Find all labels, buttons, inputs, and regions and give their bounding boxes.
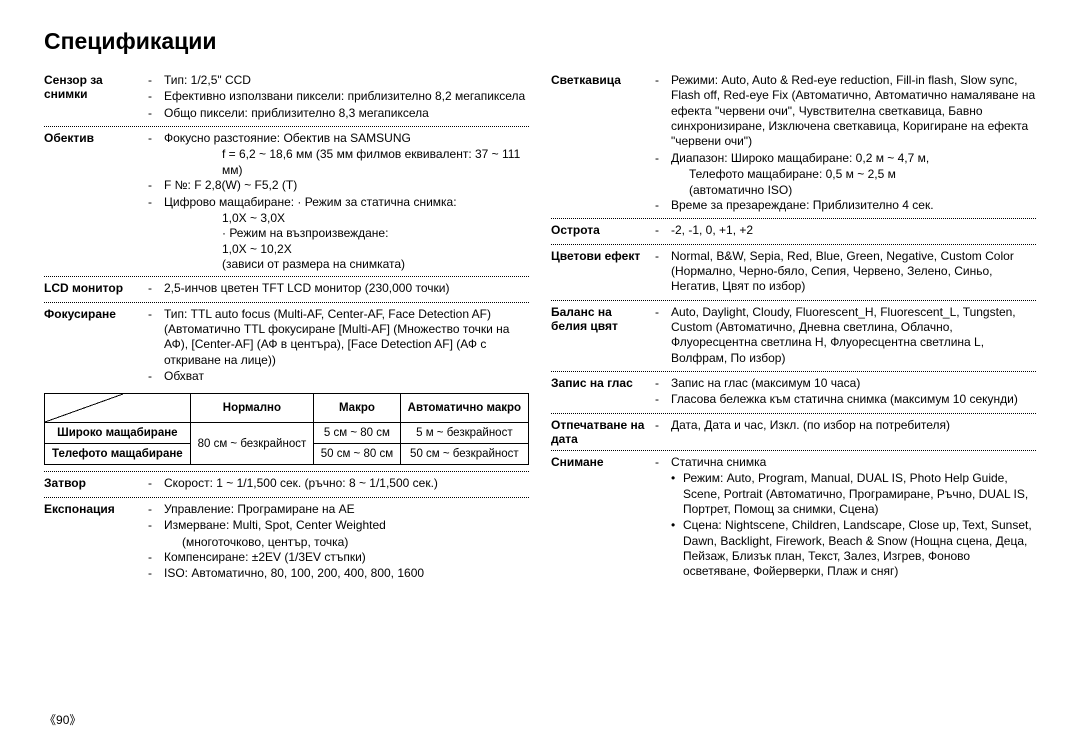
spec-wb: Баланс на белия цвят -Auto, Daylight, Cl…: [551, 300, 1036, 371]
spec-shooting: Снимане -Статична снимка •Режим: Auto, P…: [551, 450, 1036, 585]
cell-macro-tele: 50 см ~ 80 см: [314, 444, 401, 465]
wb-item: Auto, Daylight, Cloudy, Fluorescent_H, F…: [671, 305, 1036, 366]
label-shutter: Затвор: [44, 476, 148, 492]
spec-voice: Запис на глас -Запис на глас (максимум 1…: [551, 371, 1036, 413]
page-title: Спецификации: [44, 28, 1036, 55]
sensor-eff: Ефективно използвани пиксели: приблизите…: [164, 89, 529, 104]
lens-zoom-still: 1,0X ~ 3,0X: [148, 211, 529, 226]
flash-range2: Телефото мащабиране: 0,5 м ~ 2,5 м: [655, 167, 1036, 182]
spec-color: Цветови ефект -Normal, B&W, Sepia, Red, …: [551, 244, 1036, 300]
col-left: Сензор за снимки -Тип: 1/2,5" CCD -Ефект…: [44, 69, 529, 587]
sensor-type: Тип: 1/2,5" CCD: [164, 73, 529, 88]
spec-exposure: Експонация -Управление: Програмиране на …: [44, 497, 529, 587]
label-lcd: LCD монитор: [44, 281, 148, 297]
spec-columns: Сензор за снимки -Тип: 1/2,5" CCD -Ефект…: [44, 69, 1036, 587]
sharpness-item: -2, -1, 0, +1, +2: [671, 223, 1036, 238]
diag-cell: [45, 394, 123, 422]
lens-zoom-note: (зависи от размера на снимката): [148, 257, 529, 272]
col-right: Светкавица -Режими: Auto, Auto & Red-eye…: [551, 69, 1036, 587]
spec-flash: Светкавица -Режими: Auto, Auto & Red-eye…: [551, 69, 1036, 218]
exp-comp: Компенсиране: ±2EV (1/3EV стъпки): [164, 550, 529, 565]
label-color: Цветови ефект: [551, 249, 655, 296]
focus-table: Нормално Макро Автоматично макро Широко …: [44, 393, 529, 465]
label-sensor: Сензор за снимки: [44, 73, 148, 122]
row-tele: Телефото мащабиране: [45, 444, 191, 465]
voice-memo: Гласова бележка към статична снимка (мак…: [671, 392, 1036, 407]
label-date: Отпечатване на дата: [551, 418, 655, 446]
flash-modes: Режими: Auto, Auto & Red-eye reduction, …: [671, 73, 1036, 150]
label-voice: Запис на глас: [551, 376, 655, 409]
lens-zoom-play: 1,0X ~ 10,2X: [148, 242, 529, 257]
shoot-mode: Режим: Auto, Program, Manual, DUAL IS, P…: [683, 471, 1036, 517]
col-auto: Автоматично макро: [400, 394, 528, 423]
col-normal: Нормално: [190, 394, 313, 423]
flash-recharge: Време за презареждане: Приблизително 4 с…: [671, 198, 1036, 213]
flash-range3: (автоматично ISO): [655, 183, 1036, 198]
label-focus: Фокусиране: [44, 307, 148, 386]
label-lens: Обектив: [44, 131, 148, 272]
label-sharpness: Острота: [551, 223, 655, 239]
shutter-item: Скорост: 1 ~ 1/1,500 сек. (ръчно: 8 ~ 1/…: [164, 476, 529, 491]
lens-zoom-play-lbl: · Режим на възпроизвеждане:: [148, 226, 529, 241]
spec-lens: Обектив -Фокусно разстояние: Обектив на …: [44, 126, 529, 276]
color-item: Normal, B&W, Sepia, Red, Blue, Green, Ne…: [671, 249, 1036, 295]
label-flash: Светкавица: [551, 73, 655, 214]
spec-lcd: LCD монитор -2,5-инчов цветен TFT LCD мо…: [44, 276, 529, 301]
row-wide: Широко мащабиране: [45, 423, 191, 444]
lens-focal-sub: f = 6,2 ~ 18,6 мм (35 мм филмов еквивале…: [148, 147, 529, 178]
voice-rec: Запис на глас (максимум 10 часа): [671, 376, 1036, 391]
page-number: 《90》: [44, 711, 81, 728]
shoot-still: Статична снимка: [671, 455, 1036, 470]
sensor-total: Общо пиксели: приблизително 8,3 мегапикс…: [164, 106, 529, 121]
date-item: Дата, Дата и час, Изкл. (по избор на пот…: [671, 418, 1036, 433]
flash-range: Диапазон: Широко мащабиране: 0,2 м ~ 4,7…: [671, 151, 1036, 166]
shoot-scene: Сцена: Nightscene, Children, Landscape, …: [683, 518, 1036, 579]
label-exposure: Експонация: [44, 502, 148, 583]
focus-range-lbl: Обхват: [164, 369, 529, 384]
label-shooting: Снимане: [551, 455, 655, 581]
cell-auto-tele: 50 см ~ безкрайност: [400, 444, 528, 465]
lens-focal: Фокусно разстояние: Обектив на SAMSUNG: [164, 131, 529, 146]
lens-zoom: Цифрово мащабиране: · Режим за статична …: [164, 195, 529, 210]
focus-type: Тип: TTL auto focus (Multi-AF, Center-AF…: [164, 307, 529, 368]
spec-date: Отпечатване на дата -Дата, Дата и час, И…: [551, 413, 1036, 450]
lens-fnum: F №: F 2,8(W) ~ F5,2 (T): [164, 178, 529, 193]
exp-iso: ISO: Автоматично, 80, 100, 200, 400, 800…: [164, 566, 529, 581]
exp-meter-sub: (многоточково, център, точка): [148, 535, 529, 550]
cell-auto-wide: 5 м ~ безкрайност: [400, 423, 528, 444]
cell-macro-wide: 5 см ~ 80 см: [314, 423, 401, 444]
label-wb: Баланс на белия цвят: [551, 305, 655, 367]
lcd-item: 2,5-инчов цветен TFT LCD монитор (230,00…: [164, 281, 529, 296]
spec-sharpness: Острота --2, -1, 0, +1, +2: [551, 218, 1036, 243]
col-macro: Макро: [314, 394, 401, 423]
spec-sensor: Сензор за снимки -Тип: 1/2,5" CCD -Ефект…: [44, 69, 529, 126]
cell-normal: 80 см ~ безкрайност: [190, 423, 313, 465]
spec-shutter: Затвор -Скорост: 1 ~ 1/1,500 сек. (ръчно…: [44, 471, 529, 496]
exp-meter: Измерване: Multi, Spot, Center Weighted: [164, 518, 529, 533]
spec-focus: Фокусиране -Тип: TTL auto focus (Multi-A…: [44, 302, 529, 390]
exp-control: Управление: Програмиране на AE: [164, 502, 529, 517]
